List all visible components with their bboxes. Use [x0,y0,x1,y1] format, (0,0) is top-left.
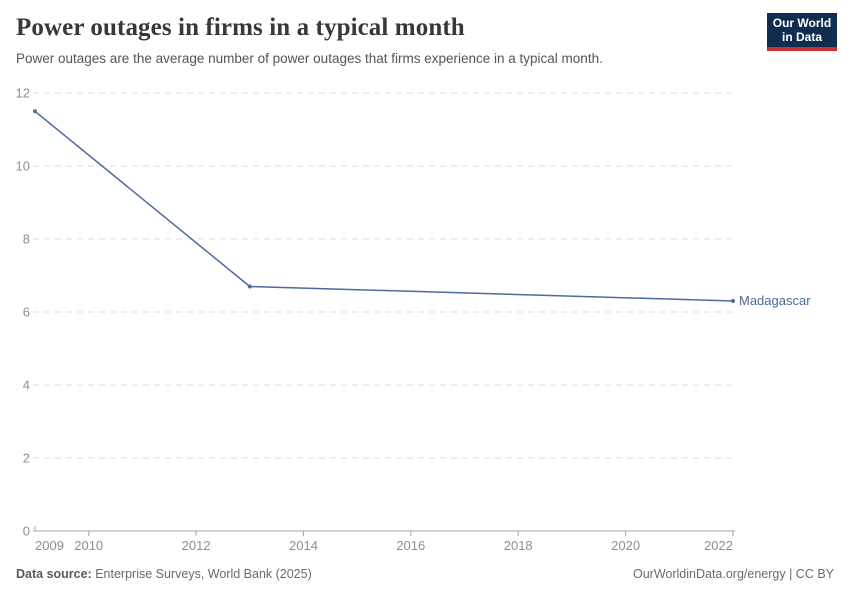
y-axis-tick-label: 8 [23,232,30,247]
owid-logo-line1: Our World [772,16,832,30]
y-axis-tick-label: 6 [23,305,30,320]
x-axis-tick-label: 2012 [182,538,211,553]
x-axis-tick-label: 2010 [74,538,103,553]
footer-link[interactable]: OurWorldinData.org/energy | CC BY [632,567,834,581]
owid-logo-line2: in Data [781,29,822,44]
data-point [247,284,252,289]
data-point [33,109,37,114]
series-line[interactable] [34,110,734,302]
chart-header: Power outages in firms in a typical mont… [16,13,837,66]
x-axis-tick-label: 2020 [611,538,640,553]
x-axis-tick-label: 2009 [35,538,64,553]
chart-subtitle: Power outages are the average number of … [16,51,603,66]
data-point [731,299,735,303]
y-axis-tick-label: 4 [23,378,30,393]
y-axis-tick-label: 12 [16,86,30,101]
y-axis-tick-label: 10 [16,159,30,174]
owid-logo[interactable]: Our World in Data [767,13,837,51]
x-axis-tick-label: 2016 [396,538,425,553]
x-axis-tick-label: 2014 [289,538,318,553]
x-axis-tick-label: 2022 [704,538,733,553]
x-axis-tick-label: 2018 [504,538,533,553]
y-axis-tick-label: 0 [23,524,30,539]
page-title: Power outages in firms in a typical mont… [16,14,465,41]
chart-footer: Data source: Enterprise Surveys, World B… [16,567,834,581]
data-source-value: Enterprise Surveys, World Bank (2025) [95,567,312,581]
entity-label[interactable]: Madagascar [739,293,811,308]
data-source-label: Data source: [16,567,92,581]
data-source: Data source: Enterprise Surveys, World B… [16,567,312,581]
y-axis-tick-label: 2 [23,451,30,466]
